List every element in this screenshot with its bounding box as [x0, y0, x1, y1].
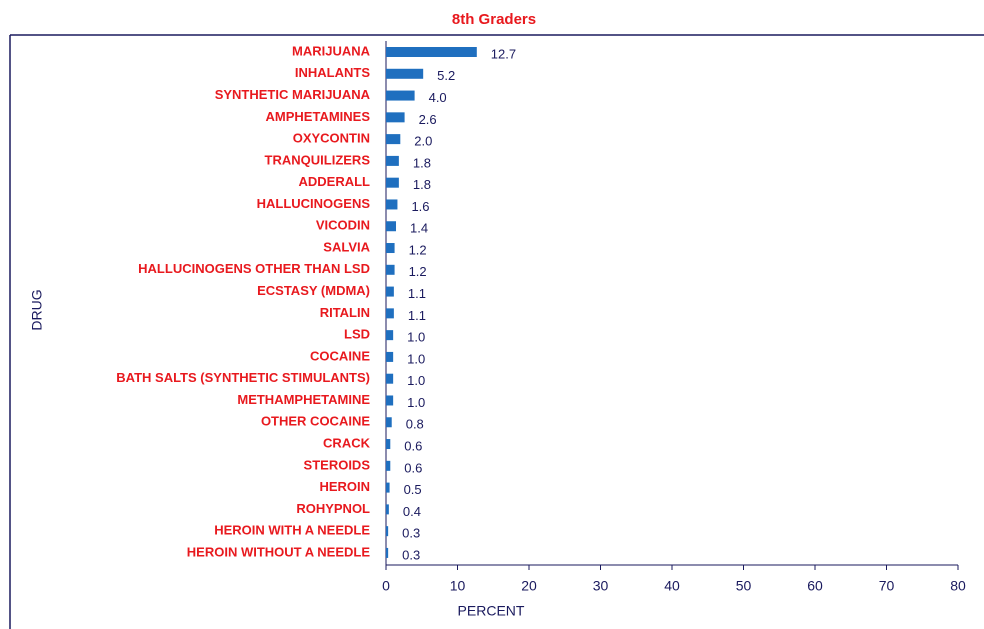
- bar: [386, 482, 390, 493]
- y-tick-label: STEROIDS: [304, 457, 371, 472]
- y-tick-label: OXYCONTIN: [293, 131, 370, 146]
- x-tick-label: 50: [736, 578, 752, 594]
- value-label: 0.6: [404, 438, 422, 453]
- bar: [386, 526, 389, 537]
- value-label: 1.1: [408, 286, 426, 301]
- bar: [386, 155, 399, 166]
- x-tick-label: 0: [382, 578, 390, 594]
- y-tick-label: METHAMPHETAMINE: [237, 392, 370, 407]
- bar: [386, 243, 395, 254]
- value-label: 0.6: [404, 460, 422, 475]
- value-label: 0.4: [403, 504, 421, 519]
- y-tick-label: TRANQUILIZERS: [265, 152, 371, 167]
- value-label: 12.7: [491, 46, 516, 61]
- bar: [386, 90, 415, 101]
- x-tick-label: 40: [664, 578, 680, 594]
- value-label: 1.0: [407, 351, 425, 366]
- y-axis-title: DRUG: [29, 289, 45, 330]
- value-label: 1.8: [413, 177, 431, 192]
- bar: [386, 417, 392, 428]
- value-label: 1.6: [411, 199, 429, 214]
- y-tick-label: MARIJUANA: [292, 43, 371, 58]
- value-label: 1.8: [413, 155, 431, 170]
- x-axis-title: PERCENT: [458, 603, 525, 619]
- x-tick-label: 20: [521, 578, 537, 594]
- y-tick-label: AMPHETAMINES: [266, 109, 371, 124]
- chart-title: 8th Graders: [452, 11, 536, 28]
- y-tick-label: ROHYPNOL: [296, 501, 370, 516]
- y-tick-label: HEROIN WITHOUT A NEEDLE: [187, 544, 371, 559]
- value-label: 4.0: [429, 90, 447, 105]
- x-tick-label: 10: [450, 578, 466, 594]
- y-tick-label: RITALIN: [320, 305, 370, 320]
- value-label: 1.2: [409, 264, 427, 279]
- bar: [386, 199, 398, 210]
- x-tick-label: 30: [593, 578, 609, 594]
- y-tick-label: OTHER COCAINE: [261, 414, 370, 429]
- bar: [386, 330, 394, 341]
- value-label: 5.2: [437, 68, 455, 83]
- bar: [386, 286, 394, 297]
- bar: [386, 177, 399, 188]
- y-tick-label: LSD: [344, 327, 370, 342]
- y-tick-label: HALLUCINOGENS OTHER THAN LSD: [138, 261, 370, 276]
- y-tick-label: SYNTHETIC MARIJUANA: [215, 87, 371, 102]
- value-label: 1.0: [407, 373, 425, 388]
- bar: [386, 47, 477, 57]
- bar: [386, 547, 389, 558]
- y-tick-label: BATH SALTS (SYNTHETIC STIMULANTS): [116, 370, 370, 385]
- bar: [386, 221, 397, 232]
- bar: [386, 68, 424, 79]
- y-tick-label: CRACK: [323, 435, 371, 450]
- value-label: 1.1: [408, 308, 426, 323]
- bar: [386, 264, 395, 275]
- value-label: 0.8: [406, 417, 424, 432]
- y-tick-label: SALVIA: [323, 239, 370, 254]
- bar: [386, 351, 394, 362]
- value-label: 0.3: [402, 526, 420, 541]
- y-tick-label: VICODIN: [316, 218, 370, 233]
- y-tick-label: HALLUCINOGENS: [257, 196, 371, 211]
- value-label: 2.0: [414, 134, 432, 149]
- value-label: 2.6: [419, 112, 437, 127]
- value-label: 1.0: [407, 330, 425, 345]
- value-label: 1.4: [410, 221, 428, 236]
- y-tick-label: INHALANTS: [295, 65, 370, 80]
- bar: [386, 395, 394, 406]
- bar: [386, 460, 391, 471]
- x-tick-label: 60: [807, 578, 823, 594]
- value-label: 0.3: [402, 547, 420, 562]
- x-tick-label: 80: [950, 578, 966, 594]
- bar: [386, 504, 389, 515]
- y-tick-label: COCAINE: [310, 348, 370, 363]
- bar: [386, 134, 401, 145]
- x-tick-label: 70: [879, 578, 895, 594]
- value-label: 1.2: [409, 242, 427, 257]
- y-tick-label: ECSTASY (MDMA): [257, 283, 370, 298]
- bar: [386, 112, 405, 123]
- bar: [386, 373, 394, 384]
- bar: [386, 308, 394, 319]
- y-tick-label: HEROIN WITH A NEEDLE: [214, 523, 370, 538]
- y-tick-label: HEROIN: [319, 479, 370, 494]
- y-tick-label: ADDERALL: [299, 174, 371, 189]
- value-label: 0.5: [404, 482, 422, 497]
- bar: [386, 439, 391, 450]
- value-label: 1.0: [407, 395, 425, 410]
